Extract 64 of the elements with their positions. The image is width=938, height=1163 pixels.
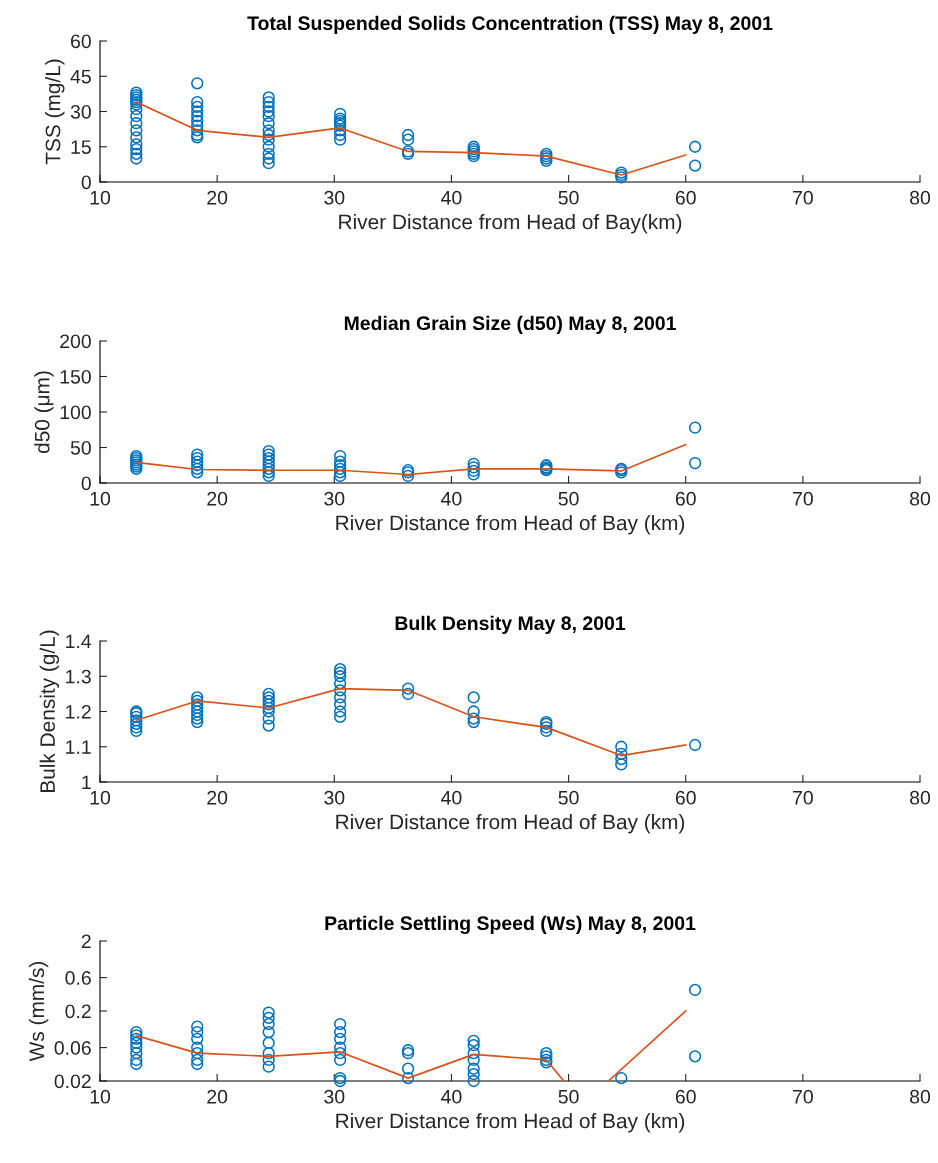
x-tick-label: 30 <box>324 491 345 506</box>
y-axis-title: d50 (μm) <box>34 371 54 454</box>
x-axis-title: River Distance from Head of Bay (km) <box>336 1113 685 1133</box>
x-tick-label: 40 <box>441 190 462 205</box>
y-tick-label: 2 <box>81 934 91 949</box>
x-axis-title: River Distance from Head of Bay (km) <box>336 814 685 834</box>
y-tick-label: 0.6 <box>65 971 91 985</box>
y-tick-label: 0.2 <box>65 1004 91 1019</box>
x-tick-label: 40 <box>441 790 462 805</box>
x-tick-label: 30 <box>324 790 345 805</box>
x-tick-label: 20 <box>207 190 228 205</box>
x-tick-label: 50 <box>558 790 579 805</box>
x-tick-label: 20 <box>207 1089 228 1104</box>
y-axis-title: TSS (mg/L) <box>45 59 65 165</box>
y-tick-label: 1.2 <box>66 704 91 719</box>
y-tick-label: 60 <box>71 34 91 49</box>
y-axis-title: Bulk Density (g/L) <box>39 630 60 792</box>
chart-title: Particle Settling Speed (Ws) May 8, 2001 <box>325 915 696 935</box>
y-tick-label: 1.1 <box>66 740 91 754</box>
x-axis-title: River Distance from Head of Bay(km) <box>339 214 682 234</box>
x-tick-label: 60 <box>675 790 696 805</box>
x-tick-label: 10 <box>90 1089 111 1104</box>
y-tick-label: 0.02 <box>54 1074 91 1089</box>
x-tick-label: 60 <box>675 190 696 205</box>
x-tick-label: 30 <box>324 190 345 205</box>
y-tick-label: 200 <box>60 334 91 349</box>
x-tick-label: 70 <box>793 1089 813 1104</box>
x-tick-label: 50 <box>558 1089 579 1104</box>
y-axis-title: Ws (mm/s) <box>28 961 49 1062</box>
y-tick-label: 30 <box>70 104 91 119</box>
x-tick-label: 50 <box>558 491 579 506</box>
x-tick-label: 10 <box>90 491 111 506</box>
y-tick-label: 45 <box>70 69 91 84</box>
x-tick-label: 40 <box>441 1089 462 1104</box>
x-tick-label: 80 <box>910 491 931 506</box>
y-tick-label: 1.3 <box>66 669 91 684</box>
y-tick-label: 50 <box>70 440 91 455</box>
y-tick-label: 100 <box>60 405 91 420</box>
x-tick-label: 20 <box>207 491 228 506</box>
x-tick-label: 30 <box>324 1089 345 1104</box>
y-tick-label: 0.06 <box>54 1041 91 1055</box>
y-tick-label: 150 <box>60 369 91 384</box>
chart-title: Bulk Density May 8, 2001 <box>395 615 626 634</box>
x-tick-label: 20 <box>207 790 228 805</box>
x-tick-label: 50 <box>558 190 579 205</box>
x-tick-label: 80 <box>910 790 931 805</box>
chart-title: Total Suspended Solids Concentration (TSS) May 8, 2001 <box>247 15 773 34</box>
x-tick-label: 70 <box>793 491 813 506</box>
x-tick-label: 70 <box>793 790 813 805</box>
x-tick-label: 60 <box>675 1089 696 1104</box>
x-tick-label: 80 <box>910 190 931 205</box>
y-tick-label: 1 <box>82 775 91 790</box>
y-tick-label: 0 <box>81 476 91 491</box>
x-tick-label: 60 <box>675 491 696 506</box>
y-tick-label: 0 <box>81 175 91 190</box>
y-tick-label: 15 <box>71 140 91 154</box>
x-axis-title: River Distance from Head of Bay (km) <box>336 515 685 535</box>
x-tick-label: 70 <box>793 190 813 205</box>
x-tick-label: 10 <box>90 190 111 205</box>
x-tick-label: 80 <box>910 1089 931 1104</box>
x-tick-label: 40 <box>441 491 462 506</box>
chart-title: Median Grain Size (d50) May 8, 2001 <box>344 315 676 334</box>
x-tick-label: 10 <box>90 790 111 805</box>
y-tick-label: 1.4 <box>66 634 92 649</box>
